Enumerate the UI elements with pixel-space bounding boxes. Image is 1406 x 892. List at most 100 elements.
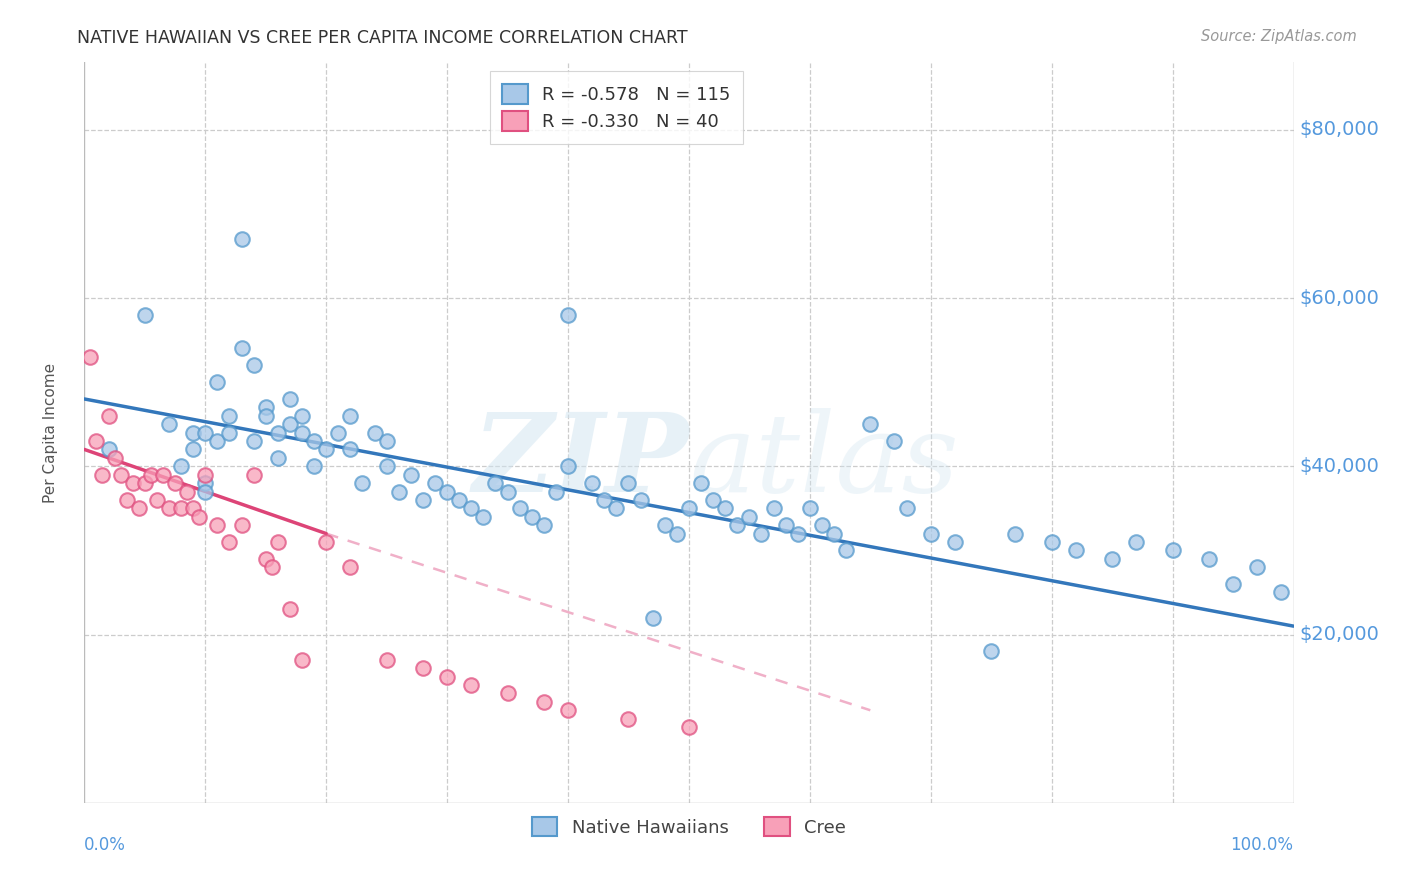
Legend: Native Hawaiians, Cree: Native Hawaiians, Cree (519, 804, 859, 849)
Point (751, 526, 773, 541)
Text: Source: ZipAtlas.com: Source: ZipAtlas.com (1201, 29, 1357, 44)
Point (242, 359, 264, 373)
Point (152, 467, 174, 482)
Point (1222, 577, 1244, 591)
Point (557, 703, 579, 717)
Point (533, 695, 555, 709)
Point (128, 501, 150, 516)
Point (786, 526, 808, 541)
Point (242, 467, 264, 482)
Point (291, 653, 314, 667)
Point (581, 476, 603, 491)
Point (231, 232, 253, 246)
Point (593, 492, 616, 507)
Point (121, 476, 143, 491)
Point (231, 518, 253, 533)
Text: $80,000: $80,000 (1299, 120, 1379, 139)
Point (1125, 535, 1147, 549)
Point (520, 509, 543, 524)
Point (176, 484, 198, 499)
Point (97, 442, 120, 457)
Point (423, 476, 446, 491)
Point (725, 518, 748, 533)
Point (181, 442, 204, 457)
Point (896, 501, 918, 516)
Point (339, 560, 361, 574)
Point (363, 425, 385, 440)
Point (181, 501, 204, 516)
Point (339, 442, 361, 457)
Point (1270, 585, 1292, 599)
Point (165, 476, 187, 491)
Point (278, 417, 301, 432)
Point (231, 342, 253, 356)
Point (291, 409, 314, 423)
Point (97, 409, 120, 423)
Point (194, 484, 217, 499)
Point (496, 484, 519, 499)
Text: $60,000: $60,000 (1299, 288, 1379, 308)
Point (328, 425, 350, 440)
Point (170, 459, 193, 474)
Point (617, 712, 640, 726)
Point (399, 467, 422, 482)
Point (799, 501, 821, 516)
Point (278, 602, 301, 616)
Point (134, 308, 156, 322)
Point (980, 644, 1002, 658)
Point (496, 686, 519, 700)
Text: Per Capita Income: Per Capita Income (44, 362, 58, 503)
Point (738, 509, 761, 524)
Point (883, 434, 905, 448)
Point (641, 610, 664, 624)
Point (472, 509, 495, 524)
Point (134, 476, 156, 491)
Point (139, 467, 162, 482)
Point (254, 401, 277, 415)
Point (339, 409, 361, 423)
Point (188, 509, 211, 524)
Point (714, 501, 737, 516)
Point (86, 434, 108, 448)
Text: 100.0%: 100.0% (1230, 836, 1294, 855)
Point (315, 535, 337, 549)
Point (194, 467, 217, 482)
Point (207, 434, 229, 448)
Point (1064, 543, 1087, 558)
Point (352, 476, 374, 491)
Point (1101, 551, 1123, 566)
Point (218, 535, 240, 549)
Point (207, 375, 229, 389)
Point (690, 476, 713, 491)
Point (557, 459, 579, 474)
Point (678, 720, 700, 734)
Point (260, 560, 283, 574)
Point (278, 392, 301, 406)
Point (533, 518, 555, 533)
Point (267, 535, 290, 549)
Point (835, 543, 858, 558)
Text: $40,000: $40,000 (1299, 457, 1379, 475)
Point (1004, 526, 1026, 541)
Point (254, 409, 277, 423)
Point (460, 501, 482, 516)
Point (375, 653, 398, 667)
Point (194, 476, 217, 491)
Point (484, 476, 506, 491)
Point (375, 434, 398, 448)
Point (254, 551, 277, 566)
Point (557, 308, 579, 322)
Point (665, 526, 688, 541)
Point (436, 670, 458, 684)
Point (654, 518, 676, 533)
Point (460, 678, 482, 692)
Point (811, 518, 834, 533)
Point (157, 417, 180, 432)
Point (104, 450, 127, 465)
Point (762, 501, 785, 516)
Point (1246, 560, 1268, 574)
Point (544, 484, 567, 499)
Point (509, 501, 531, 516)
Point (859, 417, 882, 432)
Point (302, 459, 325, 474)
